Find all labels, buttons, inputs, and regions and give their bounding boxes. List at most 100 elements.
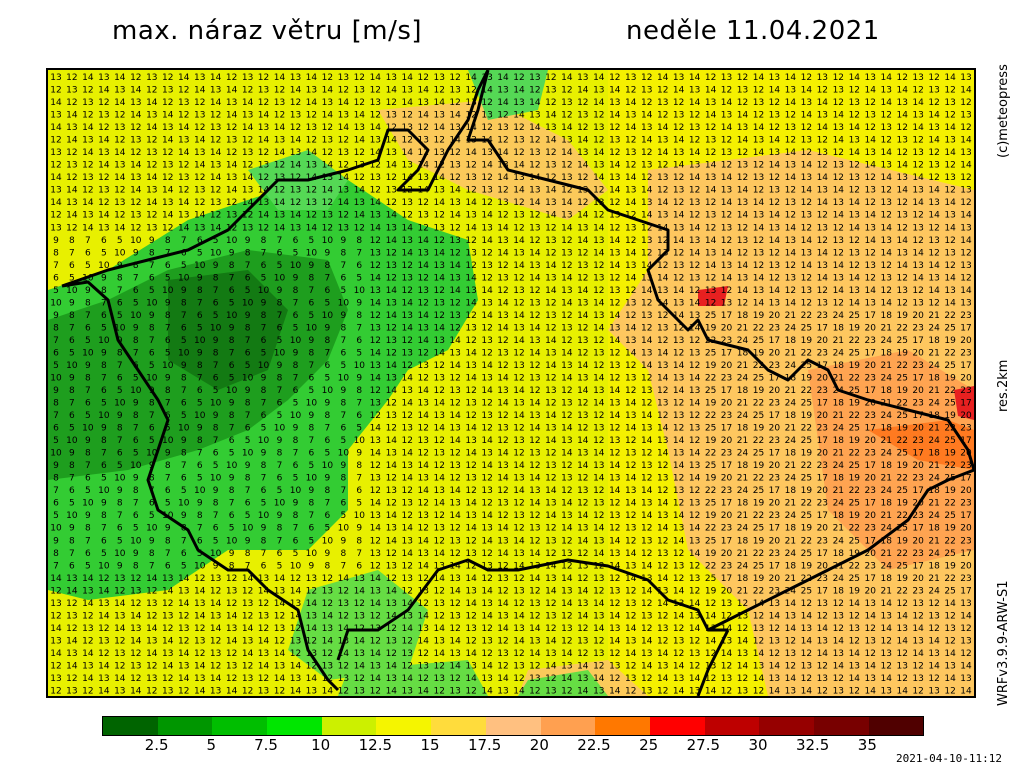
gust-value: 13: [912, 261, 923, 271]
gust-value: 12: [833, 674, 844, 684]
gust-value: 12: [449, 298, 460, 308]
gust-value: 13: [609, 511, 620, 521]
gust-value: 14: [98, 136, 110, 146]
gust-value: 14: [401, 524, 413, 534]
gust-value: 13: [178, 586, 189, 596]
gust-value: 13: [497, 273, 508, 283]
gust-value: 12: [386, 248, 397, 258]
gust-value: 18: [785, 411, 797, 421]
gust-value: 13: [577, 449, 588, 459]
gust-value: 14: [354, 111, 366, 121]
gust-value: 6: [277, 399, 283, 409]
gust-value: 12: [433, 311, 444, 321]
gust-value: 13: [689, 536, 700, 546]
gust-value: 12: [386, 424, 397, 434]
gust-value: 12: [497, 436, 508, 446]
gust-value: 6: [69, 261, 75, 271]
gust-value: 13: [944, 211, 955, 221]
gust-value: 12: [513, 148, 524, 158]
gust-value: 14: [849, 223, 861, 233]
gust-value: 14: [449, 561, 461, 571]
gust-value: 13: [817, 73, 828, 83]
gust-value: 12: [274, 86, 285, 96]
gust-value: 14: [673, 236, 685, 246]
gust-value: 12: [609, 424, 620, 434]
gust-value: 14: [673, 386, 685, 396]
gust-value: 10: [98, 561, 110, 571]
gust-value: 12: [338, 586, 349, 596]
gust-value: 5: [293, 248, 299, 258]
gust-value: 14: [417, 236, 429, 246]
gust-value: 13: [545, 424, 556, 434]
gust-value: 14: [210, 98, 222, 108]
gust-value: 12: [864, 649, 875, 659]
gust-value: 12: [880, 186, 891, 196]
gust-value: 13: [354, 649, 365, 659]
gust-value: 19: [753, 574, 765, 584]
legend-label: 17.5: [468, 736, 501, 754]
gust-value: 13: [593, 311, 604, 321]
gust-value: 13: [194, 636, 205, 646]
gust-value: 13: [641, 611, 652, 621]
gust-value: 12: [864, 624, 875, 634]
gust-value: 13: [545, 161, 556, 171]
gust-value: 13: [370, 361, 381, 371]
gust-value: 12: [817, 662, 828, 672]
gust-value: 23: [817, 424, 828, 434]
gust-value: 12: [338, 161, 349, 171]
gust-value: 14: [82, 123, 94, 133]
gust-value: 12: [641, 549, 652, 559]
gust-value: 13: [705, 248, 716, 258]
gust-value: 9: [53, 536, 59, 546]
gust-value: 12: [641, 374, 652, 384]
gust-value: 9: [245, 461, 251, 471]
gust-value: 12: [673, 98, 684, 108]
gust-value: 5: [229, 524, 235, 534]
gust-value: 14: [386, 311, 398, 321]
gust-value: 14: [258, 211, 270, 221]
gust-value: 13: [785, 161, 796, 171]
gust-value: 14: [801, 687, 813, 697]
gust-value: 12: [497, 336, 508, 346]
gust-value: 14: [433, 574, 445, 584]
gust-value: 13: [641, 687, 652, 697]
gust-value: 14: [481, 687, 493, 697]
gust-value: 14: [944, 298, 956, 308]
gust-value: 14: [162, 186, 174, 196]
gust-value: 14: [577, 311, 589, 321]
gust-value: 20: [864, 511, 876, 521]
gust-value: 14: [705, 236, 717, 246]
gust-value: 14: [609, 261, 621, 271]
gust-value: 12: [481, 474, 492, 484]
gust-value: 13: [497, 611, 508, 621]
gust-value: 14: [497, 674, 509, 684]
gust-value: 13: [721, 674, 732, 684]
gust-value: 13: [146, 111, 157, 121]
gust-value: 13: [833, 123, 844, 133]
gust-value: 12: [417, 73, 428, 83]
gust-value: 25: [705, 386, 716, 396]
gust-value: 13: [880, 236, 891, 246]
gust-value: 14: [274, 198, 286, 208]
gust-value: 12: [545, 98, 556, 108]
gust-value: 10: [194, 261, 206, 271]
gust-value: 14: [753, 73, 765, 83]
gust-value: 7: [213, 286, 219, 296]
gust-value: 21: [833, 336, 844, 346]
gust-value: 12: [944, 636, 955, 646]
gust-value: 13: [82, 586, 93, 596]
gust-value: 13: [609, 549, 620, 559]
gust-value: 12: [609, 649, 620, 659]
gust-value: 13: [481, 411, 492, 421]
gust-value: 13: [417, 511, 428, 521]
gust-value: 13: [433, 599, 444, 609]
gust-value: 14: [162, 586, 174, 596]
gust-value: 5: [245, 511, 251, 521]
legend-swatch: [540, 717, 596, 735]
gust-value: 13: [130, 173, 141, 183]
gust-value: 14: [513, 486, 525, 496]
gust-value: 13: [370, 98, 381, 108]
gust-value: 12: [960, 173, 971, 183]
gust-value: 12: [210, 662, 221, 672]
gust-value: 13: [545, 236, 556, 246]
